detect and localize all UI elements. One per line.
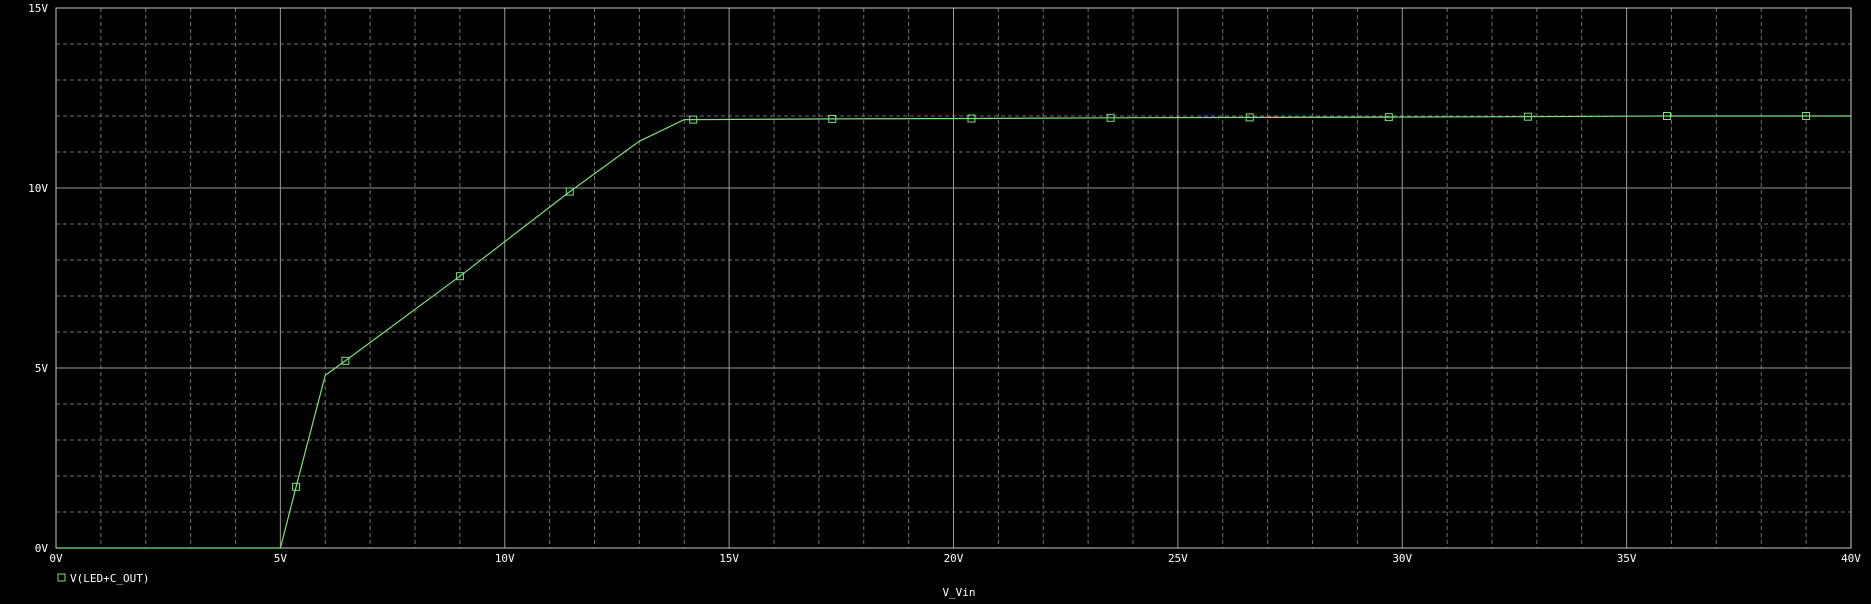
trace-layer bbox=[56, 112, 1851, 549]
x-tick-label: 25V bbox=[1168, 552, 1188, 565]
data-point-marker bbox=[341, 356, 350, 365]
x-tick-label: 10V bbox=[495, 552, 515, 565]
x-tick-label: 20V bbox=[944, 552, 964, 565]
data-point-marker bbox=[1245, 113, 1254, 122]
x-tick-label: 30V bbox=[1392, 552, 1412, 565]
x-axis-label: V_Vin bbox=[942, 586, 975, 599]
series-line bbox=[56, 115, 1851, 549]
legend-label: V(LED+C_OUT) bbox=[70, 572, 149, 585]
data-point-marker bbox=[967, 114, 976, 123]
data-point-marker bbox=[565, 187, 574, 196]
grid-lines bbox=[55, 7, 1852, 549]
data-point-marker bbox=[1663, 112, 1671, 120]
y-tick-label: 0V bbox=[35, 542, 49, 555]
x-tick-label: 40V bbox=[1841, 552, 1861, 565]
y-tick-label: 10V bbox=[28, 182, 48, 195]
y-tick-label: 5V bbox=[35, 362, 49, 375]
data-point-marker bbox=[1523, 112, 1532, 121]
plot-frame bbox=[55, 7, 1852, 549]
data-point-marker bbox=[292, 482, 301, 491]
legend: V(LED+C_OUT) bbox=[57, 572, 149, 585]
tick-labels: 0V 5V 10V 15V 20V 25V 30V 35V 40V 0V 5V 10V 15V bbox=[28, 2, 1861, 565]
data-point-marker bbox=[455, 272, 464, 281]
y-tick-label: 15V bbox=[28, 2, 48, 15]
x-tick-label: 5V bbox=[274, 552, 288, 565]
data-point-marker bbox=[1384, 113, 1393, 122]
data-point-marker bbox=[689, 115, 698, 124]
x-tick-label: 35V bbox=[1617, 552, 1637, 565]
data-point-marker bbox=[1106, 113, 1115, 122]
x-tick-label: 15V bbox=[719, 552, 739, 565]
x-tick-label: 0V bbox=[49, 552, 63, 565]
legend-marker-icon bbox=[57, 573, 66, 582]
data-point-marker bbox=[1802, 112, 1811, 120]
data-point-marker bbox=[828, 114, 837, 123]
